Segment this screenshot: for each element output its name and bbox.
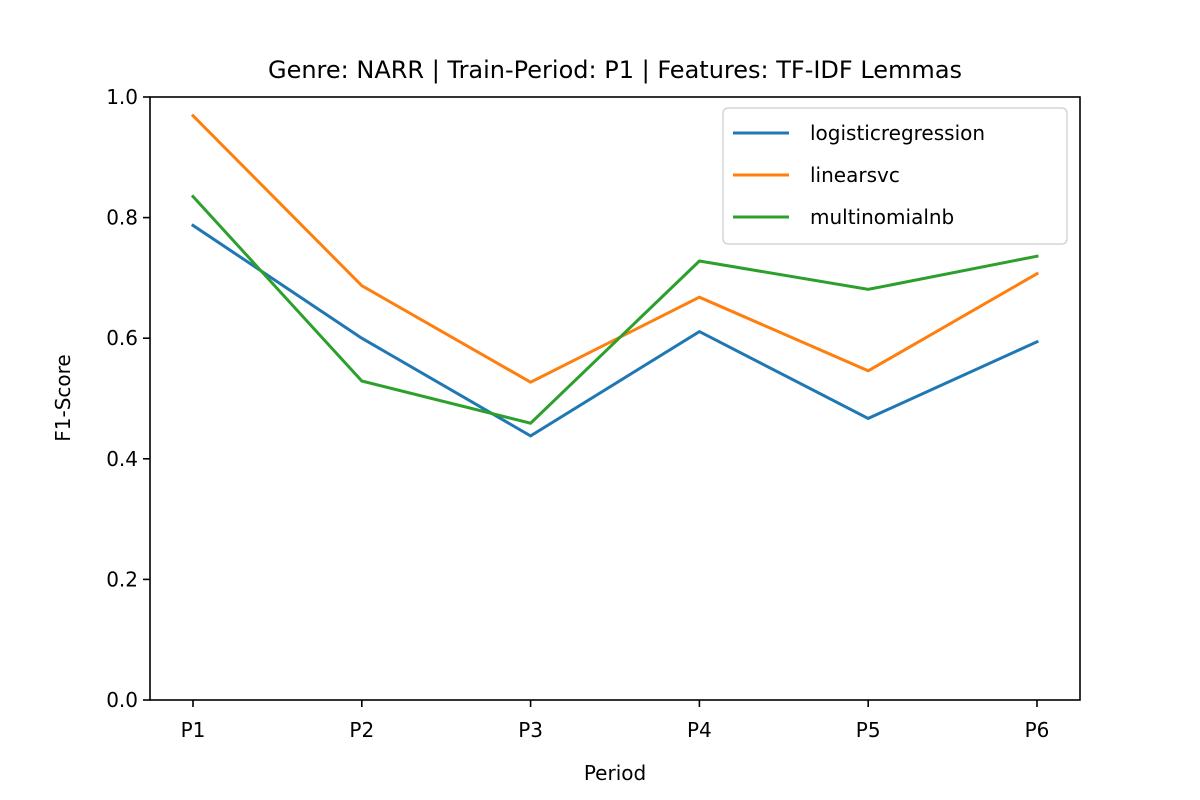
x-tick-label: P6 bbox=[1025, 718, 1050, 742]
legend-label-logisticregression: logisticregression bbox=[810, 121, 985, 145]
series-line-logisticregression bbox=[190, 223, 1039, 438]
legend-box bbox=[722, 107, 1068, 245]
y-axis-label: F1-Score bbox=[51, 354, 75, 441]
x-tick-label: P5 bbox=[856, 718, 881, 742]
x-tick-label: P1 bbox=[181, 718, 206, 742]
series-line-linearsvc bbox=[190, 113, 1040, 384]
y-tick-label: 0.0 bbox=[106, 688, 138, 712]
legend: logisticregression linearsvc multinomialnb bbox=[722, 107, 1068, 245]
y-tick-label: 0.6 bbox=[106, 326, 138, 350]
legend-label-multinomialnb: multinomialnb bbox=[810, 205, 954, 229]
legend-label-linearsvc: linearsvc bbox=[810, 163, 900, 187]
y-tick-label: 1.0 bbox=[106, 85, 138, 109]
axes-frame bbox=[149, 96, 1081, 701]
chart-title: Genre: NARR | Train-Period: P1 | Feature… bbox=[268, 56, 962, 84]
x-tick-label: P4 bbox=[687, 718, 712, 742]
x-axis-label: Period bbox=[584, 761, 646, 785]
series-line-multinomialnb bbox=[190, 194, 1039, 425]
y-tick-label: 0.8 bbox=[106, 206, 138, 230]
x-tick-label: P3 bbox=[518, 718, 543, 742]
x-tick-label: P2 bbox=[349, 718, 374, 742]
y-tick-label: 0.4 bbox=[106, 447, 138, 471]
plot-area: P1 P2 P3 P4 P5 P6 0.0 0.2 0.4 0.6 0.8 1.0 bbox=[106, 85, 1081, 742]
y-tick-label: 0.2 bbox=[106, 567, 138, 591]
